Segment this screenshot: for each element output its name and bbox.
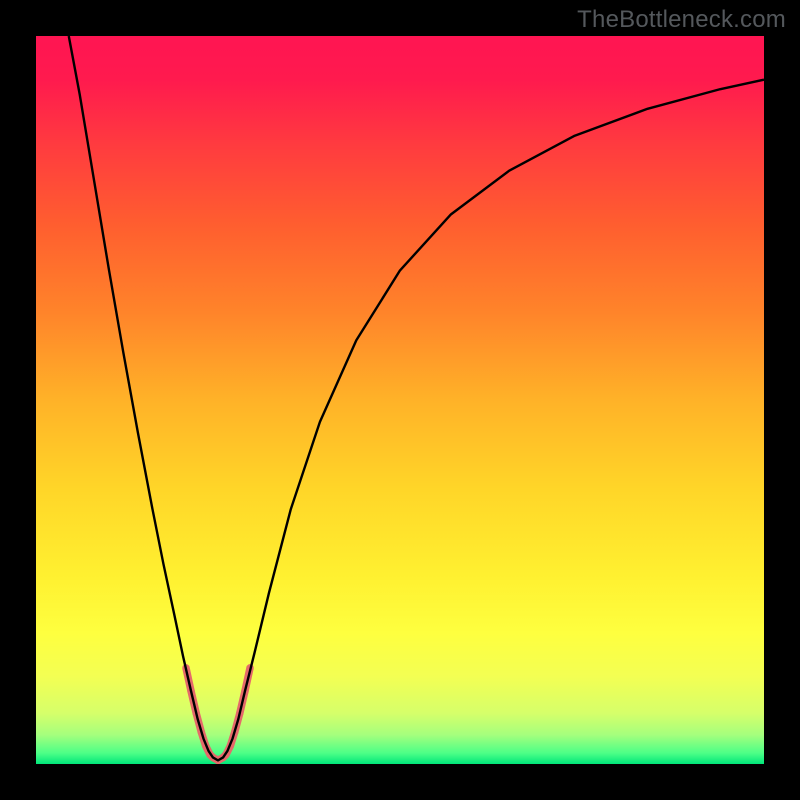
gradient-background <box>36 36 764 764</box>
chart-container: TheBottleneck.com <box>0 0 800 800</box>
watermark-text: TheBottleneck.com <box>577 6 786 34</box>
plot-area <box>36 36 764 764</box>
bottleneck-curve-chart <box>36 36 764 764</box>
